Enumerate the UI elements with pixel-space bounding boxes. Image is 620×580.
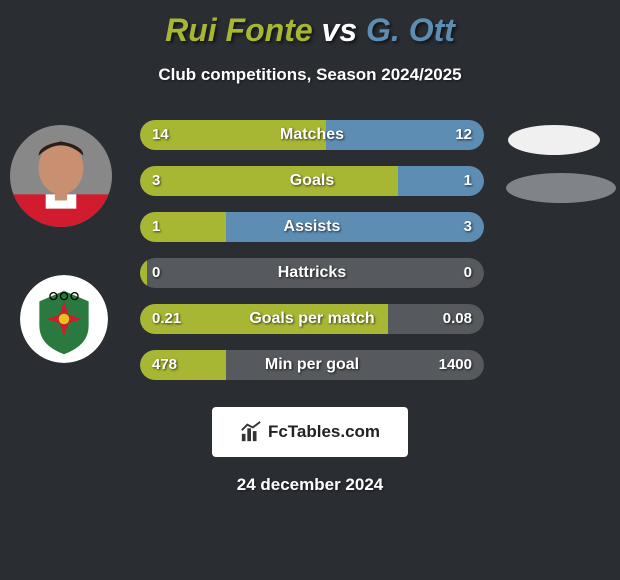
bar-label: Min per goal <box>140 350 484 380</box>
chart-icon <box>240 421 262 443</box>
site-name: FcTables.com <box>268 422 380 442</box>
stats-bars: 1412Matches 31Goals 13Assists 00Hattricks 0.… <box>140 120 484 396</box>
subtitle: Club competitions, Season 2024/2025 <box>0 65 620 85</box>
club2-badge-svg <box>20 275 108 363</box>
stat-row: 31Goals <box>140 166 484 196</box>
site-badge: FcTables.com <box>212 407 408 457</box>
vs-text: vs <box>322 12 358 48</box>
main-area: 1412Matches 31Goals 13Assists 00Hattricks 0.… <box>0 115 620 395</box>
bar-label: Goals <box>140 166 484 196</box>
stat-row: 4781400Min per goal <box>140 350 484 380</box>
stat-row: 1412Matches <box>140 120 484 150</box>
stat-row: 00Hattricks <box>140 258 484 288</box>
bar-label: Goals per match <box>140 304 484 334</box>
bar-label: Assists <box>140 212 484 242</box>
stat-row: 0.210.08Goals per match <box>140 304 484 334</box>
player1-avatar-svg <box>10 125 112 227</box>
bar-label: Matches <box>140 120 484 150</box>
player1-name: Rui Fonte <box>165 12 313 48</box>
player1-avatar <box>10 125 112 227</box>
bar-label: Hattricks <box>140 258 484 288</box>
player2-oval-1 <box>508 125 600 155</box>
player2-oval-2 <box>506 173 616 203</box>
player2-name: G. Ott <box>366 12 455 48</box>
club2-badge <box>20 275 108 363</box>
comparison-title: Rui Fonte vs G. Ott <box>0 0 620 49</box>
stat-row: 13Assists <box>140 212 484 242</box>
footer-date: 24 december 2024 <box>0 475 620 495</box>
